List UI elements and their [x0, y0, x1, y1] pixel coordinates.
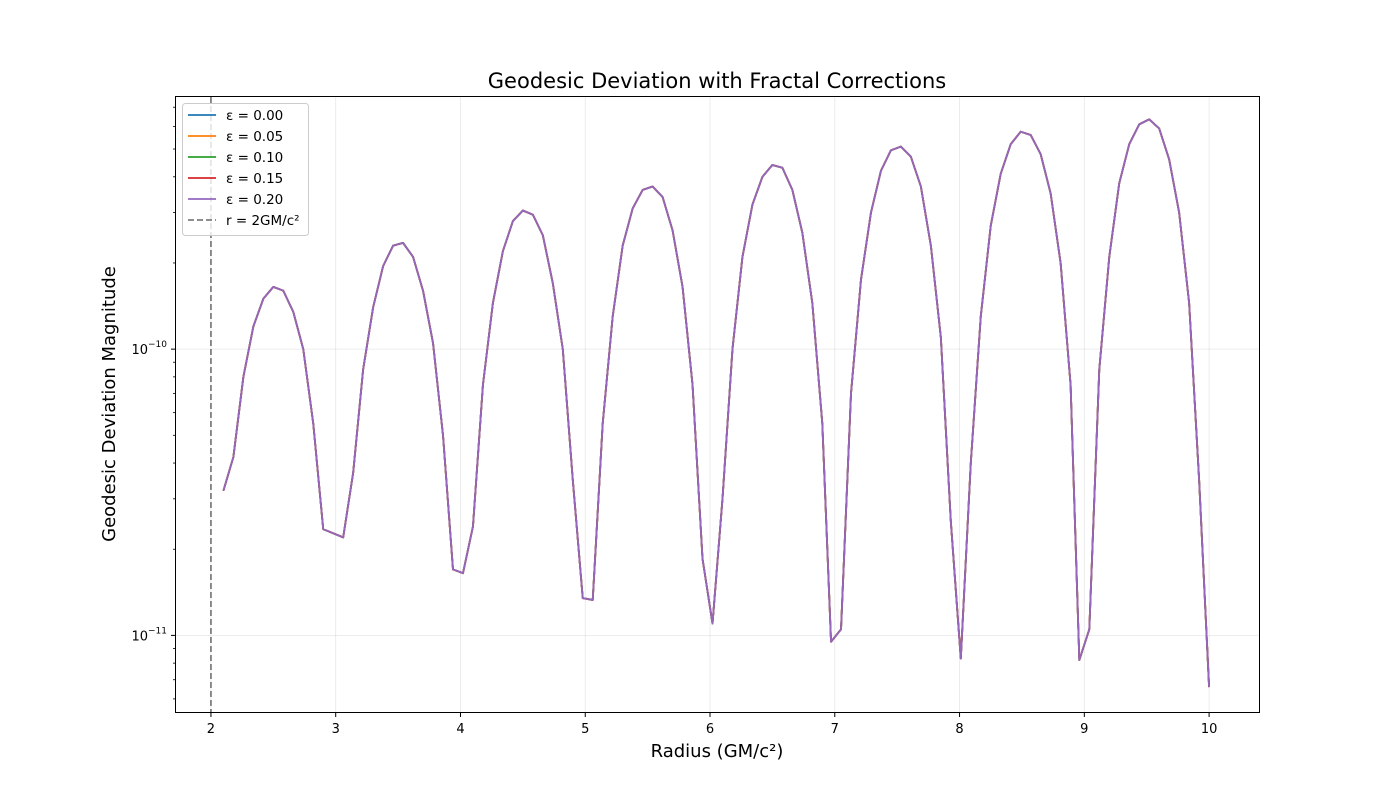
- y-axis-title: Geodesic Deviation Magnitude: [99, 266, 120, 542]
- series-line: [222, 118, 1210, 688]
- y-tick-label: 10−10: [131, 340, 167, 358]
- x-tick-label: 3: [332, 722, 340, 737]
- x-tick-label: 9: [1080, 722, 1088, 737]
- legend-label: ε = 0.05: [226, 129, 283, 145]
- legend-label: ε = 0.10: [226, 150, 283, 166]
- x-tick-label: 8: [955, 722, 963, 737]
- x-tick-label: 7: [831, 722, 839, 737]
- x-tick-label: 2: [207, 722, 215, 737]
- y-tick-label-exponent: −11: [148, 626, 167, 636]
- y-tick-label: 10−11: [131, 626, 167, 644]
- plot-frame: [175, 96, 1260, 713]
- x-tick-label: 4: [456, 722, 464, 737]
- y-tick-label-base: 10: [131, 343, 148, 358]
- legend-label: r = 2GM/c²: [226, 213, 300, 229]
- legend-label: ε = 0.15: [226, 171, 283, 187]
- plot-series: [222, 118, 1210, 688]
- legend-label: ε = 0.20: [226, 192, 283, 208]
- chart-title: Geodesic Deviation with Fractal Correcti…: [488, 69, 946, 93]
- x-tick-label: 10: [1201, 722, 1218, 737]
- x-tick-label: 5: [581, 722, 589, 737]
- legend-label: ε = 0.00: [226, 108, 283, 124]
- y-tick-label-exponent: −10: [148, 340, 167, 350]
- y-tick-label-base: 10: [131, 629, 148, 644]
- x-tick-label: 6: [706, 722, 714, 737]
- x-axis-title: Radius (GM/c²): [651, 741, 784, 762]
- legend: ε = 0.00 ε = 0.05 ε = 0.10 ε = 0.15 ε = 0.20…: [182, 103, 309, 236]
